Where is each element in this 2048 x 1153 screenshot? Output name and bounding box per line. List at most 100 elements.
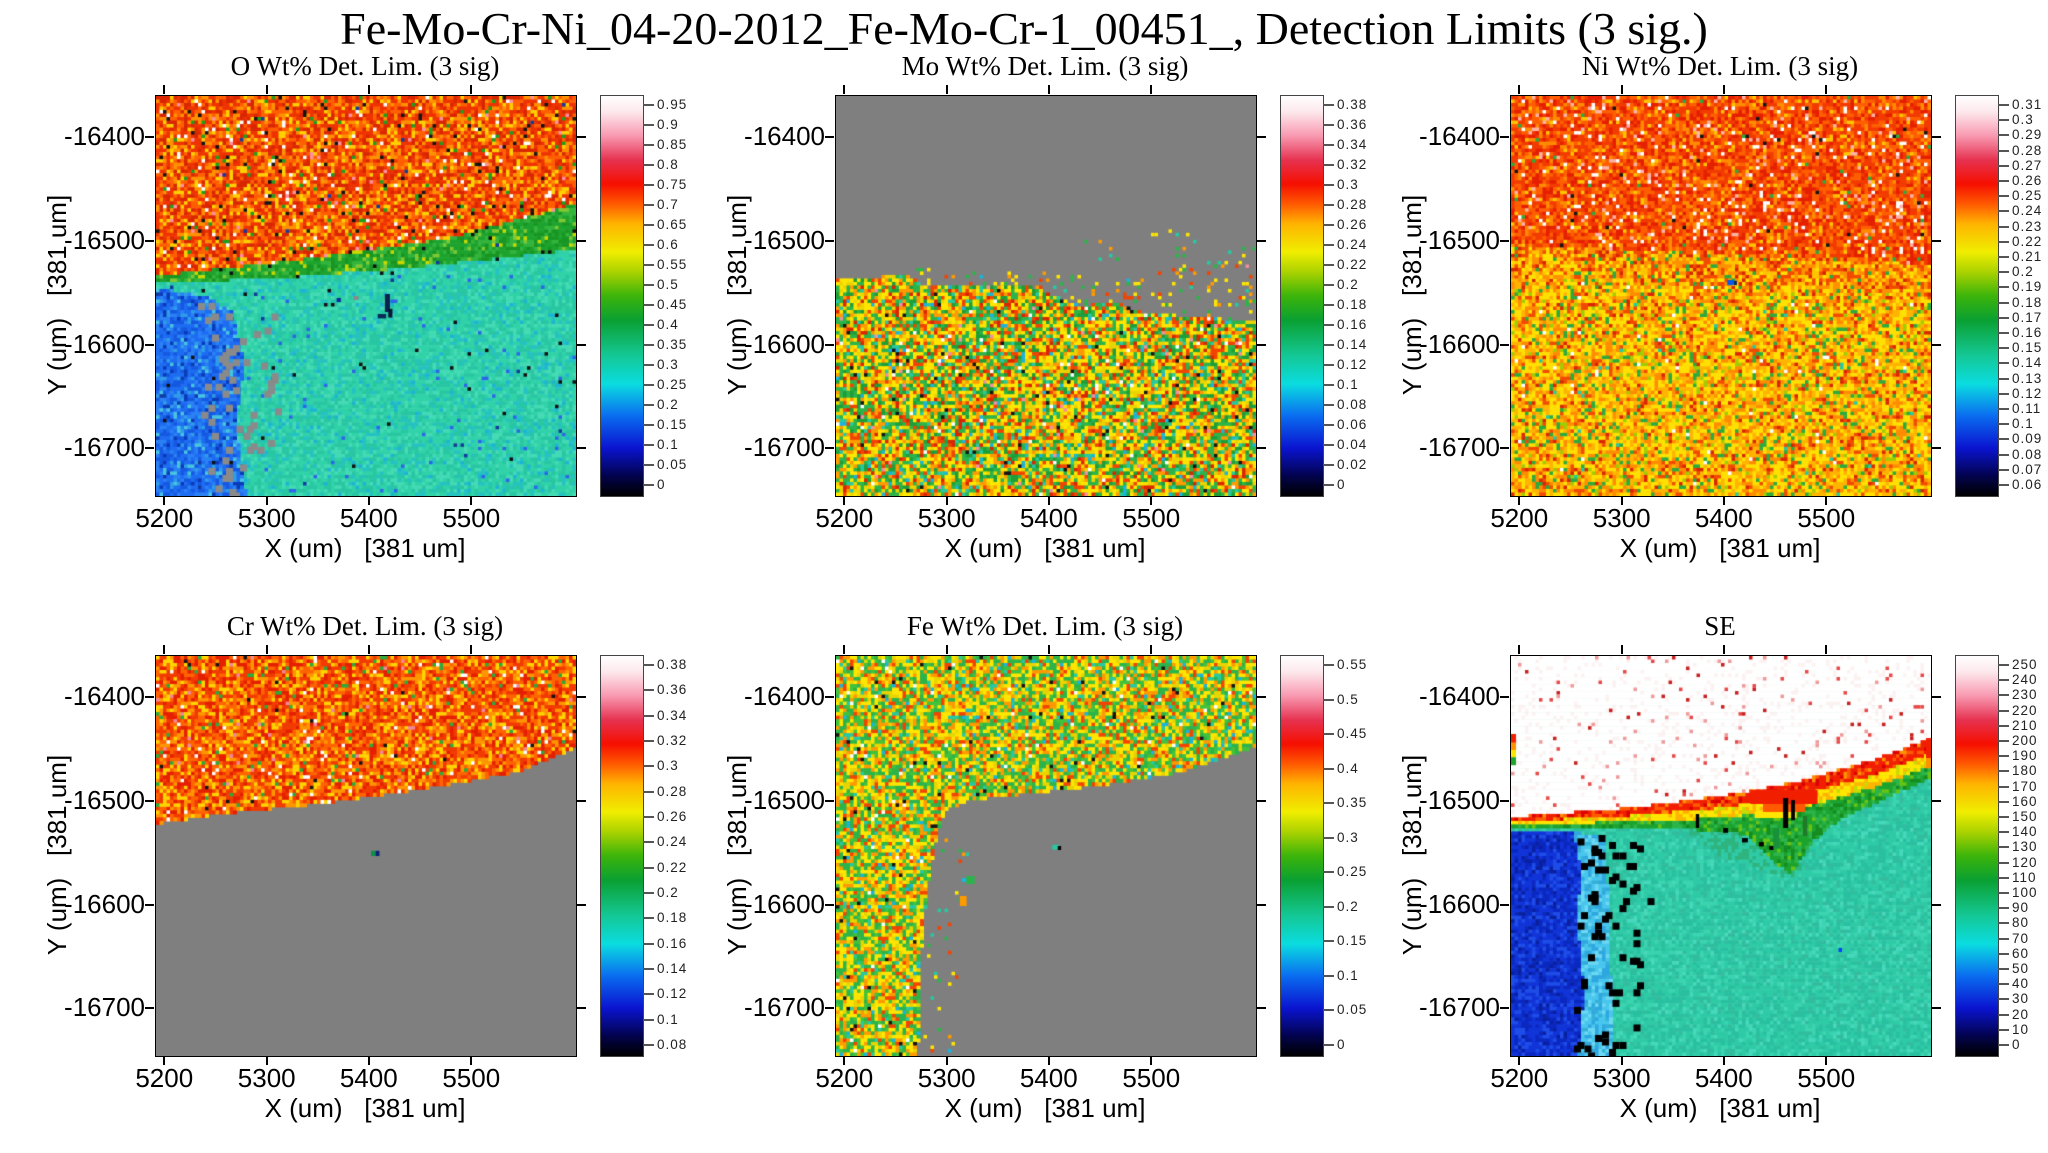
colorbar-tick-label: 0.25 xyxy=(2012,188,2043,204)
colorbar-tick-label: 90 xyxy=(2012,900,2030,916)
colorbar-tick-mark xyxy=(1998,664,2009,666)
colorbar-tick-label: 0.07 xyxy=(2012,461,2043,477)
colorbar-tick-mark xyxy=(643,284,654,286)
x-tick-mark xyxy=(1825,496,1828,505)
y-tick-mark xyxy=(1500,695,1509,698)
x-axis-label: X (um) [381 um] xyxy=(264,1093,466,1123)
x-axis-label: X (um) [381 um] xyxy=(264,533,466,563)
y-tick-mark xyxy=(1257,344,1266,346)
x-tick-label: 5400 xyxy=(1694,503,1753,533)
y-tick-mark xyxy=(145,344,154,346)
x-axis-label: X (um) [381 um] xyxy=(944,1093,1146,1123)
colorbar-tick-label: 250 xyxy=(2012,657,2038,672)
heatmap-canvas xyxy=(156,656,576,1056)
x-tick-mark xyxy=(470,85,473,94)
plot-area xyxy=(155,95,577,497)
colorbar-tick-label: 10 xyxy=(2012,1021,2030,1037)
colorbar-tick-label: 0.17 xyxy=(2012,309,2043,325)
colorbar-tick-mark xyxy=(643,304,654,306)
colorbar-tick-mark xyxy=(1998,724,2009,727)
colorbar-tick-label: 0.25 xyxy=(1337,864,1368,880)
y-tick-mark xyxy=(145,904,154,906)
colorbar-tick-label: 0.7 xyxy=(657,197,679,212)
colorbar-tick-label: 0.3 xyxy=(1337,177,1359,192)
x-tick-mark xyxy=(163,496,166,505)
colorbar-tick-mark xyxy=(1998,468,2009,471)
colorbar-tick-mark xyxy=(643,264,654,266)
x-tick-mark xyxy=(1047,1056,1050,1065)
colorbar-tick-mark xyxy=(1998,679,2009,682)
x-tick-label: 5200 xyxy=(135,1063,194,1093)
colorbar-tick-mark xyxy=(1998,755,2009,758)
colorbar-tick-mark xyxy=(643,184,654,186)
colorbar-tick-label: 0.26 xyxy=(657,809,688,824)
y-tick-mark xyxy=(1500,904,1509,906)
colorbar-tick-mark xyxy=(1998,180,2009,182)
colorbar-tick-mark xyxy=(643,124,654,126)
colorbar-tick-label: 0.65 xyxy=(657,217,688,232)
colorbar-tick-label: 110 xyxy=(2012,869,2037,885)
colorbar-tick-mark xyxy=(643,942,654,945)
colorbar-tick-mark xyxy=(1998,1013,2009,1016)
colorbar-tick-label: 30 xyxy=(2012,991,2030,1007)
colorbar-tick-mark xyxy=(1998,240,2009,243)
colorbar-tick-mark xyxy=(643,104,654,106)
plot-area xyxy=(835,95,1257,497)
colorbar-tick-label: 0.16 xyxy=(1337,317,1368,332)
colorbar-tick-label: 80 xyxy=(2012,915,2030,931)
colorbar-tick-mark xyxy=(643,324,654,326)
colorbar xyxy=(1955,95,1999,497)
colorbar-tick-mark xyxy=(1998,740,2009,742)
colorbar-tick-label: 100 xyxy=(2012,885,2038,900)
colorbar-tick-label: 240 xyxy=(2012,672,2038,688)
y-tick-mark xyxy=(577,1007,586,1010)
colorbar-tick-mark xyxy=(1323,184,1334,186)
colorbar-tick-label: 220 xyxy=(2012,702,2038,718)
x-tick-label: 5300 xyxy=(237,1063,296,1093)
colorbar xyxy=(1280,95,1324,497)
y-tick-label: -16700 xyxy=(1419,432,1500,463)
colorbar-tick-label: 0.26 xyxy=(1337,217,1368,232)
x-tick-mark xyxy=(1518,496,1521,505)
y-tick-label: -16700 xyxy=(64,432,145,463)
x-tick-label: 5300 xyxy=(917,503,976,533)
colorbar-tick-label: 150 xyxy=(2012,809,2038,824)
colorbar-tick-mark xyxy=(1998,301,2009,304)
y-tick-mark xyxy=(577,904,586,906)
colorbar-tick-mark xyxy=(643,689,654,692)
colorbar-tick-mark xyxy=(1998,377,2009,380)
colorbar-tick-label: 0.24 xyxy=(657,834,688,850)
colorbar-tick-label: 0.11 xyxy=(2012,401,2042,416)
y-tick-mark xyxy=(1257,904,1266,906)
colorbar-tick-mark xyxy=(1998,937,2009,940)
colorbar-tick-mark xyxy=(643,866,654,869)
colorbar-tick-mark xyxy=(643,917,654,920)
colorbar-tick-mark xyxy=(1998,347,2009,350)
colorbar-tick-label: 0.36 xyxy=(657,682,688,698)
y-tick-mark xyxy=(1500,135,1509,138)
colorbar-tick-label: 0.4 xyxy=(1337,760,1359,776)
y-tick-label: -16700 xyxy=(1419,992,1500,1023)
colorbar-tick-label: 0.34 xyxy=(657,707,688,723)
colorbar-tick-label: 0.45 xyxy=(657,297,688,312)
colorbar-tick-label: 0.35 xyxy=(1337,795,1368,811)
colorbar-tick-mark xyxy=(1323,344,1334,346)
plot-area xyxy=(155,655,577,1057)
colorbar-tick-mark xyxy=(1998,332,2009,334)
colorbar-tick-mark xyxy=(1998,968,2009,970)
colorbar-tick-mark xyxy=(1998,922,2009,925)
y-tick-label: -16700 xyxy=(64,992,145,1023)
colorbar-tick-mark xyxy=(1998,453,2009,456)
colorbar-tick-mark xyxy=(1998,1028,2009,1031)
y-tick-label: -16500 xyxy=(1419,224,1500,255)
heatmap-panel: Mo Wt% Det. Lim. (3 sig) Y (um) [381 um]… xyxy=(695,25,1366,575)
x-tick-label: 5200 xyxy=(135,503,194,533)
colorbar-tick-mark xyxy=(1323,204,1334,206)
x-tick-mark xyxy=(1518,645,1521,654)
colorbar-tick-label: 0.26 xyxy=(2012,173,2043,188)
y-tick-mark xyxy=(825,135,834,138)
colorbar-tick-mark xyxy=(1998,770,2009,773)
x-tick-label: 5500 xyxy=(1797,1063,1856,1093)
colorbar-tick-label: 0.2 xyxy=(657,397,679,412)
